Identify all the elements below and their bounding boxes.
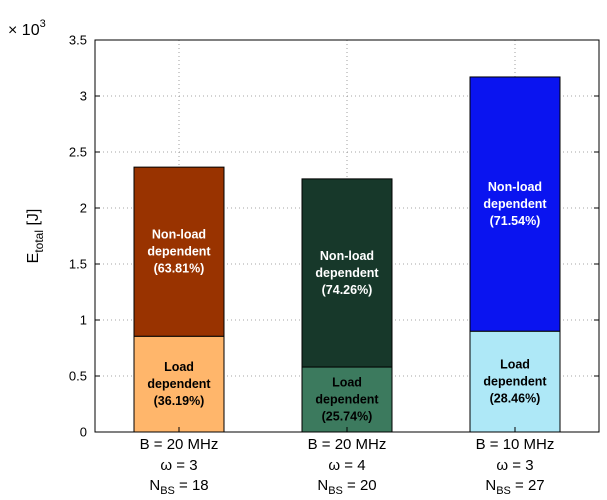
x-label-1-bandwidth: B = 20 MHz <box>140 436 219 453</box>
bar-2-nonload-label-line-1: Non-load <box>320 249 374 263</box>
x-label-2-nbs: NBS = 20 <box>317 477 376 497</box>
bar-3-nonload-label-line-1: Non-load <box>488 180 542 194</box>
y-tick-label-2: 1 <box>80 313 87 328</box>
bar-1-load-label-line-1: Load <box>164 360 194 374</box>
y-tick-label-5: 2.5 <box>69 145 87 160</box>
bar-3-nonload-label-line-3: (71.54%) <box>490 214 541 228</box>
y-tick-label-4: 2 <box>80 201 87 216</box>
bar-1-load-label-line-2: dependent <box>147 377 211 391</box>
y-tick-label-7: 3.5 <box>69 33 87 48</box>
bar-1-nonload-label-line-2: dependent <box>147 245 211 259</box>
bar-2-nonload-label-line-3: (74.26%) <box>322 283 373 297</box>
x-label-1-nbs: NBS = 18 <box>149 477 208 497</box>
bar-2-nonload-segment <box>301 178 393 368</box>
x-label-2-omega: ω = 4 <box>328 457 365 474</box>
y-tick-label-3: 1.5 <box>69 257 87 272</box>
bar-1-nonload-segment <box>133 166 225 337</box>
bar-2-nonload-label-line-2: dependent <box>315 266 379 280</box>
x-label-1-omega: ω = 3 <box>160 457 197 474</box>
x-label-3-bandwidth: B = 10 MHz <box>476 436 555 453</box>
x-label-3-omega: ω = 3 <box>496 457 533 474</box>
bar-1-load-label-line-3: (36.19%) <box>154 394 205 408</box>
bar-3-load-label-line-2: dependent <box>483 375 547 389</box>
bar-3-load-label-line-3: (28.46%) <box>490 392 541 406</box>
bar-2-load-segment <box>301 366 393 433</box>
bars-group: Load dependent (36.19%) Non-load dependent (6… <box>133 76 561 433</box>
bar-3-load-segment <box>469 330 561 433</box>
bar-3-nonload-label-line-2: dependent <box>483 197 547 211</box>
y-tick-labels: 0 0.5 1 1.5 2 2.5 3 3.5 <box>69 33 599 440</box>
x-category-labels: B = 20 MHz ω = 3 NBS = 18 B = 20 MHz ω = 4 NB… <box>140 427 555 497</box>
bar-3-nonload-segment <box>469 76 561 332</box>
x-label-2-bandwidth: B = 20 MHz <box>308 436 387 453</box>
bar-3-load-label-line-1: Load <box>500 358 530 372</box>
bar-2-load-label-line-3: (25.74%) <box>322 410 373 424</box>
bar-2-load-label-line-2: dependent <box>315 393 379 407</box>
y-exponent-label: × 103 <box>8 18 46 39</box>
bar-1-nonload-label-line-1: Non-load <box>152 228 206 242</box>
x-label-3-nbs: NBS = 27 <box>485 477 544 497</box>
bar-2-load-label-line-1: Load <box>332 376 362 390</box>
y-tick-label-1: 0.5 <box>69 369 87 384</box>
bar-1-nonload-label-line-3: (63.81%) <box>154 262 205 276</box>
y-tick-label-6: 3 <box>80 89 87 104</box>
y-axis-label: Etotal [J] <box>25 209 46 264</box>
y-tick-label-0: 0 <box>80 425 87 440</box>
